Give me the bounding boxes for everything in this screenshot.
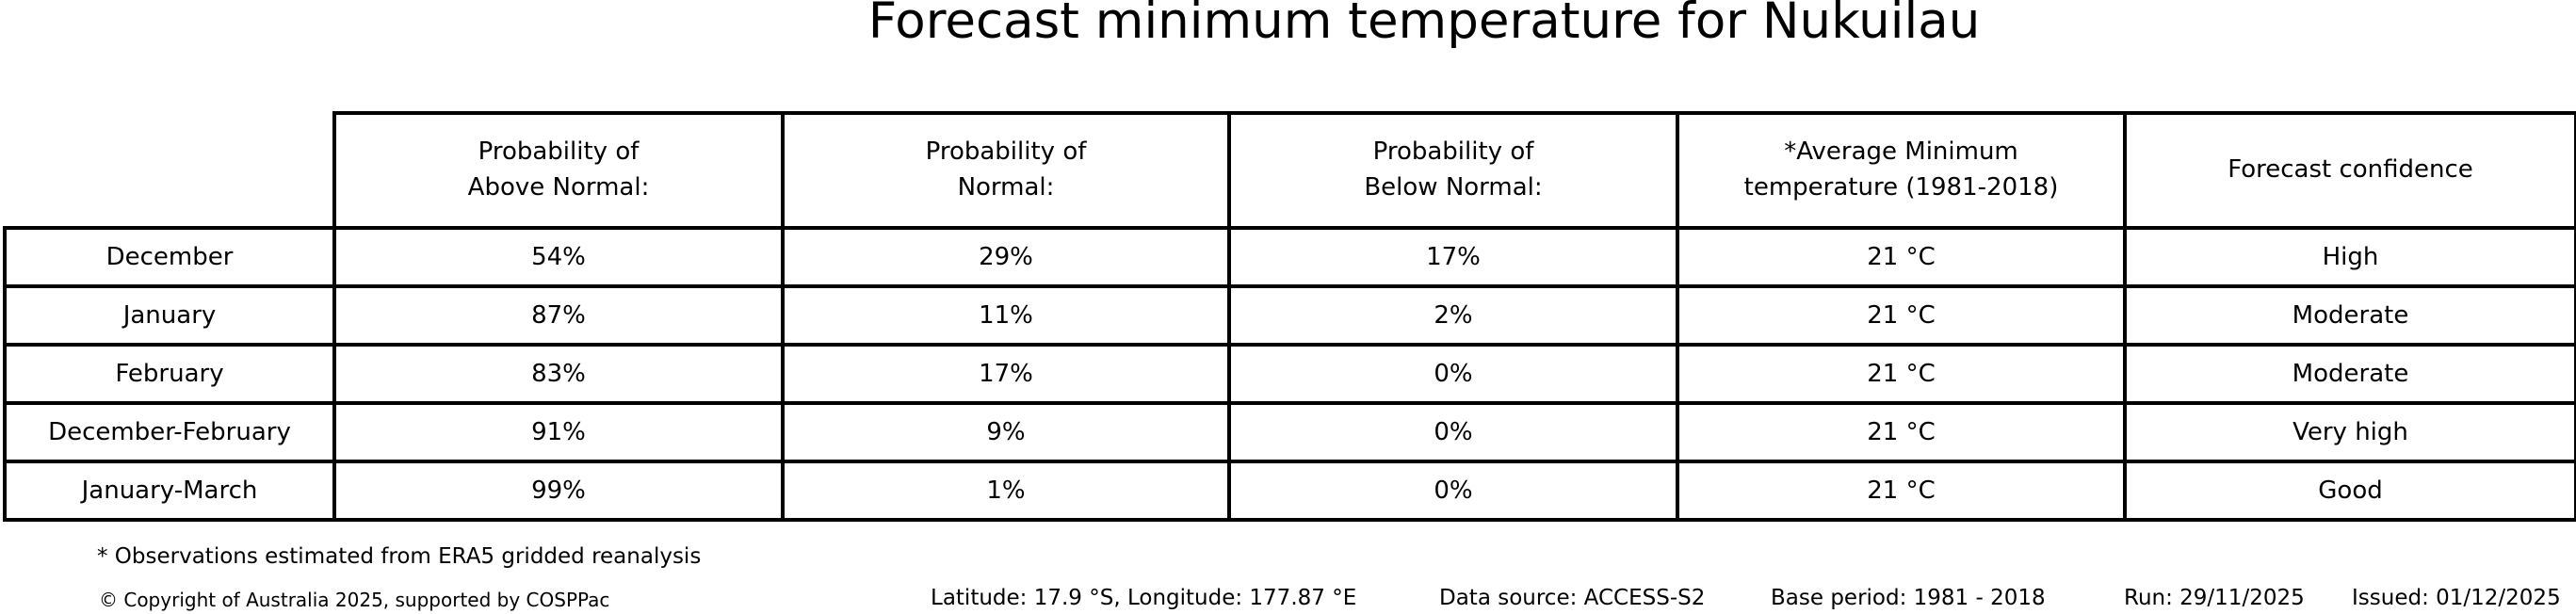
cell-normal: 1% — [781, 460, 1231, 522]
table-header-row: Probability of Above Normal: Probability… — [5, 111, 2576, 230]
cell-above-normal: 54% — [332, 226, 785, 288]
column-header-average-min-temp: *Average Minimum temperature (1981-2018) — [1676, 111, 2127, 230]
cell-below-normal: 0% — [1227, 401, 1679, 463]
cell-normal: 17% — [781, 343, 1231, 405]
cell-below-normal: 17% — [1227, 226, 1679, 288]
row-label: February — [3, 343, 336, 405]
cell-forecast-confidence: High — [2123, 226, 2576, 288]
row-label: January-March — [3, 460, 336, 522]
era5-footnote: * Observations estimated from ERA5 gridd… — [97, 544, 702, 569]
row-label: January — [3, 284, 336, 347]
column-header-below-normal: Probability of Below Normal: — [1227, 111, 1679, 230]
cell-normal: 29% — [781, 226, 1231, 288]
base-period-text: Base period: 1981 - 2018 — [1771, 586, 2046, 610]
forecast-table: Probability of Above Normal: Probability… — [3, 111, 2576, 522]
cell-average-min-temp: 21 °C — [1676, 401, 2127, 463]
cell-forecast-confidence: Good — [2123, 460, 2576, 522]
cell-forecast-confidence: Moderate — [2123, 343, 2576, 405]
cell-below-normal: 2% — [1227, 284, 1679, 347]
cell-above-normal: 99% — [332, 460, 785, 522]
cell-normal: 11% — [781, 284, 1231, 347]
row-label: December-February — [3, 401, 336, 463]
column-header-normal: Probability of Normal: — [781, 111, 1231, 230]
empty-corner-cell — [5, 113, 334, 228]
cell-average-min-temp: 21 °C — [1676, 460, 2127, 522]
cell-above-normal: 91% — [332, 401, 785, 463]
lat-lon-text: Latitude: 17.9 °S, Longitude: 177.87 °E — [931, 586, 1357, 610]
cell-above-normal: 87% — [332, 284, 785, 347]
cell-forecast-confidence: Very high — [2123, 401, 2576, 463]
table-row-december: December 54% 29% 17% 21 °C High — [3, 226, 2576, 288]
cell-forecast-confidence: Moderate — [2123, 284, 2576, 347]
cell-average-min-temp: 21 °C — [1676, 284, 2127, 347]
column-header-forecast-confidence: Forecast confidence — [2123, 111, 2576, 230]
cell-average-min-temp: 21 °C — [1676, 343, 2127, 405]
copyright-text: © Copyright of Australia 2025, supported… — [99, 589, 610, 611]
issued-date-text: Issued: 01/12/2025 — [2352, 586, 2561, 610]
table-row-december-february: December-February 91% 9% 0% 21 °C Very h… — [3, 401, 2576, 463]
data-source-text: Data source: ACCESS-S2 — [1439, 586, 1706, 610]
column-header-above-normal: Probability of Above Normal: — [332, 111, 785, 230]
cell-above-normal: 83% — [332, 343, 785, 405]
table-row-january-march: January-March 99% 1% 0% 21 °C Good — [3, 460, 2576, 522]
row-label: December — [3, 226, 336, 288]
cell-normal: 9% — [781, 401, 1231, 463]
table-row-january: January 87% 11% 2% 21 °C Moderate — [3, 284, 2576, 347]
table-row-february: February 83% 17% 0% 21 °C Moderate — [3, 343, 2576, 405]
cell-average-min-temp: 21 °C — [1676, 226, 2127, 288]
cell-below-normal: 0% — [1227, 343, 1679, 405]
cell-below-normal: 0% — [1227, 460, 1679, 522]
page-title: Forecast minimum temperature for Nukuila… — [867, 0, 1981, 50]
run-date-text: Run: 29/11/2025 — [2124, 586, 2305, 610]
